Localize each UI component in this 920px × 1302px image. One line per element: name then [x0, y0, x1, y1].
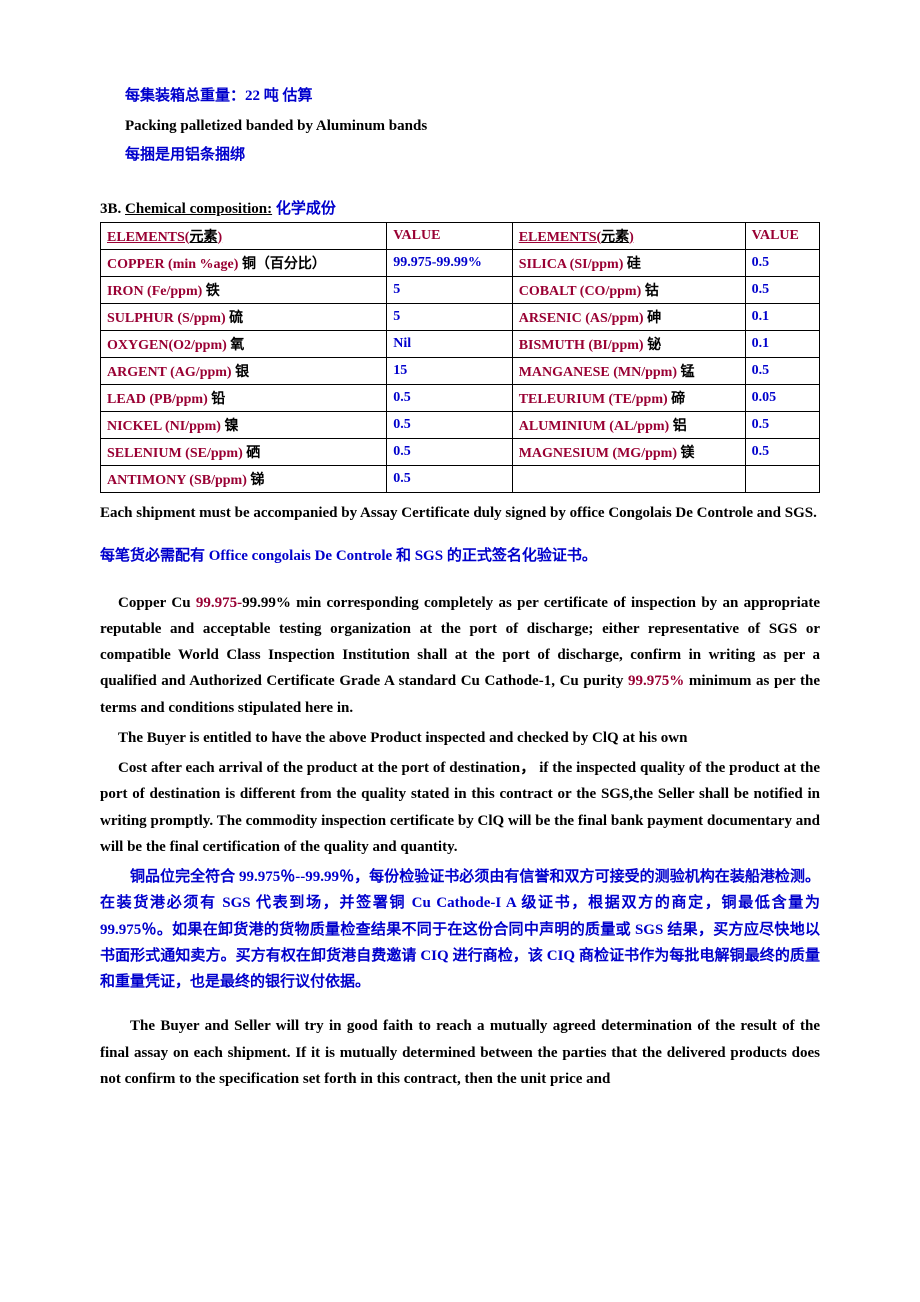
table-row: LEAD (PB/ppm) 铅0.5TELEURIUM (TE/ppm) 碲0.…: [101, 384, 820, 411]
after-table-blue: 每笔货必需配有 Office congolais De Controle 和 S…: [100, 544, 820, 570]
paragraph-3: Cost after each arrival of the product a…: [100, 755, 820, 860]
cell-element-left: OXYGEN(O2/ppm) 氧: [101, 330, 387, 357]
intro-block: 每集装箱总重量：22 吨 估算 Packing palletized bande…: [125, 84, 820, 169]
cell-element-left: COPPER (min %age) 铜（百分比）: [101, 249, 387, 276]
cell-value-left: 99.975-99.99%: [387, 249, 512, 276]
cell-value-right: [745, 465, 819, 492]
cell-element-right: MAGNESIUM (MG/ppm) 镁: [512, 438, 745, 465]
cell-element-left: NICKEL (NI/ppm) 镍: [101, 411, 387, 438]
cell-value-right: 0.5: [745, 411, 819, 438]
cell-value-right: 0.1: [745, 303, 819, 330]
th-elements-2: ELEMENTS(元素): [512, 222, 745, 249]
table-row: COPPER (min %age) 铜（百分比）99.975-99.99%SIL…: [101, 249, 820, 276]
intro-line-3: 每捆是用铝条捆绑: [125, 143, 820, 169]
after-table-black: Each shipment must be accompanied by Ass…: [100, 501, 820, 527]
cell-element-right: ARSENIC (AS/ppm) 砷: [512, 303, 745, 330]
table-row: ANTIMONY (SB/ppm) 锑0.5: [101, 465, 820, 492]
intro-line-1: 每集装箱总重量：22 吨 估算: [125, 84, 820, 110]
paragraph-1: Copper Cu 99.975-99.99% min correspondin…: [100, 590, 820, 721]
cell-value-left: 5: [387, 276, 512, 303]
heading-prefix: 3B.: [100, 201, 125, 217]
cell-element-left: IRON (Fe/ppm) 铁: [101, 276, 387, 303]
cell-element-left: ARGENT (AG/ppm) 银: [101, 357, 387, 384]
cell-element-right: ALUMINIUM (AL/ppm) 铝: [512, 411, 745, 438]
cell-value-right: 0.5: [745, 276, 819, 303]
section-heading: 3B. Chemical composition: 化学成份: [100, 197, 820, 218]
cell-value-left: 0.5: [387, 465, 512, 492]
paragraph-cn: 铜品位完全符合 99.975％--99.99％，每份检验证书必须由有信誉和双方可…: [100, 864, 820, 995]
table-header-row: ELEMENTS(元素) VALUE ELEMENTS(元素) VALUE: [101, 222, 820, 249]
table-row: NICKEL (NI/ppm) 镍0.5ALUMINIUM (AL/ppm) 铝…: [101, 411, 820, 438]
table-row: SELENIUM (SE/ppm) 硒0.5MAGNESIUM (MG/ppm)…: [101, 438, 820, 465]
table-row: ARGENT (AG/ppm) 银15MANGANESE (MN/ppm) 锰0…: [101, 357, 820, 384]
cell-element-left: SULPHUR (S/ppm) 硫: [101, 303, 387, 330]
cell-value-right: 0.5: [745, 438, 819, 465]
th-value-1: VALUE: [387, 222, 512, 249]
cell-element-left: LEAD (PB/ppm) 铅: [101, 384, 387, 411]
intro-line-2: Packing palletized banded by Aluminum ba…: [125, 114, 820, 140]
cell-value-left: 15: [387, 357, 512, 384]
table-row: IRON (Fe/ppm) 铁5COBALT (CO/ppm) 钴0.5: [101, 276, 820, 303]
cell-value-right: 0.5: [745, 357, 819, 384]
cell-value-left: Nil: [387, 330, 512, 357]
cell-element-right: SILICA (SI/ppm) 硅: [512, 249, 745, 276]
cell-element-left: ANTIMONY (SB/ppm) 锑: [101, 465, 387, 492]
heading-main: Chemical composition:: [125, 201, 272, 217]
cell-value-right: 0.05: [745, 384, 819, 411]
composition-table: ELEMENTS(元素) VALUE ELEMENTS(元素) VALUE CO…: [100, 222, 820, 493]
paragraph-4: The Buyer and Seller will try in good fa…: [100, 1013, 820, 1092]
cell-element-left: SELENIUM (SE/ppm) 硒: [101, 438, 387, 465]
th-value-2: VALUE: [745, 222, 819, 249]
cell-value-right: 0.5: [745, 249, 819, 276]
paragraph-2: The Buyer is entitled to have the above …: [100, 725, 820, 751]
table-row: SULPHUR (S/ppm) 硫5ARSENIC (AS/ppm) 砷0.1: [101, 303, 820, 330]
cell-value-left: 0.5: [387, 438, 512, 465]
cell-element-right: MANGANESE (MN/ppm) 锰: [512, 357, 745, 384]
cell-element-right: BISMUTH (BI/ppm) 铋: [512, 330, 745, 357]
cell-element-right: COBALT (CO/ppm) 钴: [512, 276, 745, 303]
cell-element-right: [512, 465, 745, 492]
cell-value-left: 0.5: [387, 411, 512, 438]
cell-value-left: 0.5: [387, 384, 512, 411]
cell-element-right: TELEURIUM (TE/ppm) 碲: [512, 384, 745, 411]
th-elements-1: ELEMENTS(元素): [101, 222, 387, 249]
cell-value-right: 0.1: [745, 330, 819, 357]
table-row: OXYGEN(O2/ppm) 氧NilBISMUTH (BI/ppm) 铋0.1: [101, 330, 820, 357]
cell-value-left: 5: [387, 303, 512, 330]
heading-cn: 化学成份: [272, 201, 336, 217]
